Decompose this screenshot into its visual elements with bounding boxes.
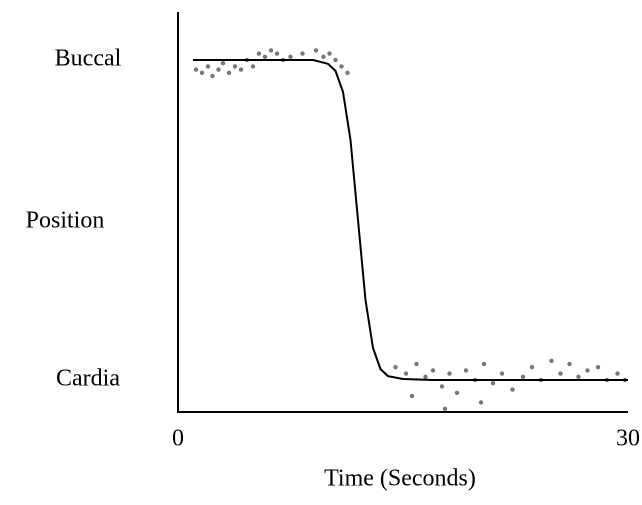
scatter-point: [595, 365, 601, 370]
y-tick-label: Cardia: [56, 366, 120, 392]
scatter-point: [447, 371, 452, 376]
scatter-point: [256, 51, 262, 56]
scatter-point: [199, 70, 205, 76]
scatter-point: [226, 70, 232, 76]
scatter-point: [210, 73, 215, 79]
scatter-point: [262, 54, 268, 59]
scatter-point: [327, 51, 332, 56]
scatter-point: [220, 61, 226, 66]
scatter-point: [403, 371, 409, 376]
x-axis-label: Time (Seconds): [324, 466, 476, 492]
scatter-point: [300, 51, 305, 56]
scatter-point: [321, 54, 326, 59]
scatter-point: [481, 361, 487, 367]
scatter-point: [193, 67, 199, 72]
scatter-point: [288, 54, 293, 59]
scatter-point: [615, 371, 620, 376]
scatter-point: [250, 64, 256, 69]
scatter-point: [339, 64, 344, 69]
scatter-point: [439, 384, 445, 389]
scatter-point: [430, 368, 436, 373]
x-tick-label: 30: [616, 426, 640, 452]
scatter-point: [463, 368, 469, 373]
scatter-point: [529, 365, 535, 370]
scatter-point: [216, 67, 221, 72]
scatter-point: [478, 400, 484, 405]
scatter-point: [333, 57, 338, 63]
scatter-point: [409, 393, 415, 399]
scatter-point: [520, 374, 526, 379]
scatter-point: [423, 374, 428, 379]
x-tick-label: 0: [172, 426, 184, 452]
scatter-point: [268, 48, 274, 53]
scatter-point: [238, 67, 244, 72]
y-tick-label: Buccal: [55, 46, 122, 72]
scatter-point: [549, 358, 554, 363]
scatter-point: [345, 70, 350, 76]
scatter-point: [510, 387, 515, 392]
scatter-point: [576, 374, 581, 379]
y-axis-label: Position: [26, 208, 105, 234]
scatter-point: [393, 365, 398, 370]
scatter-point: [490, 381, 496, 386]
scatter-point: [558, 371, 563, 376]
scatter-point: [454, 390, 460, 395]
scatter-point: [232, 64, 238, 69]
scatter-point: [414, 361, 419, 367]
scatter-point: [205, 64, 211, 69]
scatter-point: [442, 406, 448, 411]
scatter-point: [567, 361, 572, 367]
scatter-point: [274, 51, 280, 56]
scatter-point: [313, 48, 319, 53]
scatter-point: [585, 368, 590, 373]
scatter-point: [499, 371, 505, 376]
fit-line: [193, 59, 628, 381]
